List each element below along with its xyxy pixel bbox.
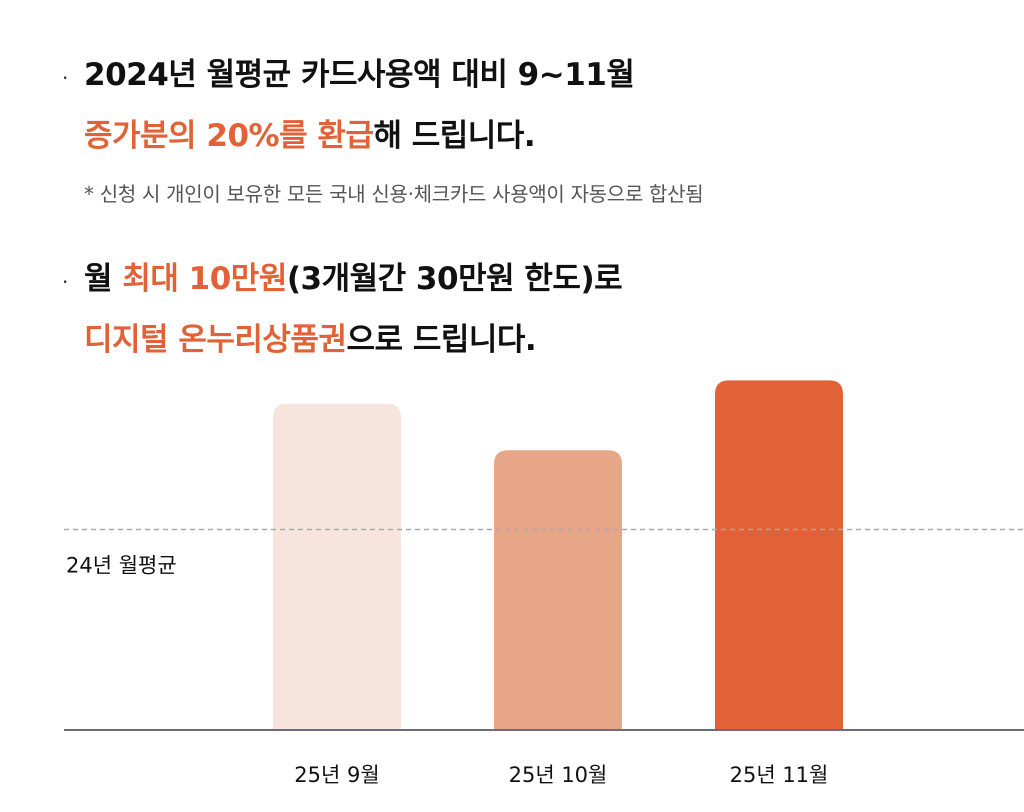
voucher-prefix: 월 <box>84 261 113 297</box>
x-tick-label: 25년 9월 <box>294 763 379 787</box>
bar-2 <box>494 450 622 730</box>
voucher-suffix: 으로 드립니다. <box>346 322 537 358</box>
bullet-dot: · <box>62 66 68 90</box>
footnote: * 신청 시 개인이 보유한 모든 국내 신용·체크카드 사용액이 자동으로 합… <box>84 182 704 206</box>
voucher-max-amount: 최대 10만원 <box>122 261 287 297</box>
bullet-dot: · <box>62 270 68 294</box>
refund-highlight: 증가분의 20%를 환급 <box>84 118 374 154</box>
bullet-voucher: · 월 최대 10만원 (3개월간 30만원 한도)로 디지털 온누리상품권 으로 … <box>62 250 623 369</box>
bullet-refund: · 2024년 월평균 카드사용액 대비 9~11월 증가분의 20%를 환급 해… <box>62 46 635 165</box>
bullet-refund-line-1: · 2024년 월평균 카드사용액 대비 9~11월 <box>62 46 635 107</box>
bullet-voucher-line-2: 디지털 온누리상품권 으로 드립니다. <box>62 311 622 369</box>
bullet-refund-line-2: 증가분의 20%를 환급 해 드립니다. <box>62 107 634 165</box>
bullet-voucher-line-1: · 월 최대 10만원 (3개월간 30만원 한도)로 <box>62 250 623 311</box>
bar-1 <box>273 403 401 730</box>
x-tick-label: 25년 10월 <box>509 763 608 787</box>
bar-3 <box>715 380 843 730</box>
voucher-type: 디지털 온누리상품권 <box>84 322 347 358</box>
reference-line-label: 24년 월평균 <box>66 554 177 578</box>
refund-suffix: 해 드립니다. <box>373 118 536 154</box>
voucher-limit: (3개월간 30만원 한도)로 <box>286 261 623 297</box>
refund-headline: 2024년 월평균 카드사용액 대비 9~11월 <box>84 57 635 93</box>
x-tick-label: 25년 11월 <box>730 763 829 787</box>
